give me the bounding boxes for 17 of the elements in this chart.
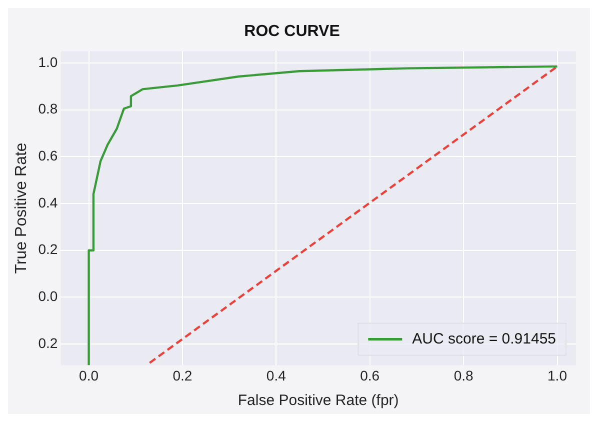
y-tick-label: 0.0 <box>38 288 58 304</box>
y-tick-label: 0.2 <box>38 334 58 351</box>
y-tick-label: 1.0 <box>38 54 58 70</box>
legend-label: AUC score = 0.91455 <box>412 330 556 348</box>
x-tick-label: 0.0 <box>79 367 99 384</box>
x-tick-label: 1.0 <box>548 367 568 384</box>
y-tick-label: 0.8 <box>38 100 58 117</box>
x-tick-label: 0.4 <box>266 367 286 384</box>
y-axis-title: True Positive Rate <box>13 142 30 274</box>
y-tick-label: 0.4 <box>38 194 58 210</box>
y-tick-label: 0.6 <box>38 148 58 164</box>
x-tick-label: 0.2 <box>172 367 192 384</box>
x-axis-title: False Positive Rate (fpr) <box>238 392 399 410</box>
x-tick-label: 0.6 <box>360 367 380 384</box>
y-tick-label: 0.2 <box>38 241 58 258</box>
x-tick-label: 0.8 <box>454 367 474 384</box>
chart-title: ROC CURVE <box>244 23 340 40</box>
